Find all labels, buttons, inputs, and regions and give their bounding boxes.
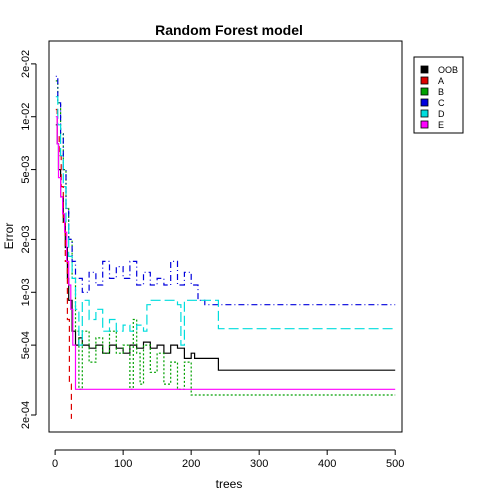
series-line-oob xyxy=(55,124,396,371)
y-tick-label: 1e-03 xyxy=(20,278,32,306)
y-tick-label: 2e-02 xyxy=(20,50,32,78)
y-axis-label: Error xyxy=(2,223,16,250)
legend-label-c: C xyxy=(438,98,445,108)
x-tick-label: 200 xyxy=(182,458,200,470)
series-line-c xyxy=(55,75,396,306)
chart-title: Random Forest model xyxy=(155,22,303,38)
y-tick-label: 5e-03 xyxy=(20,156,32,184)
legend-label-oob: OOB xyxy=(438,65,458,75)
legend-label-d: D xyxy=(438,109,445,119)
y-axis: 2e-04 5e-04 1e-03 2e-03 5e-03 1e-02 2e-02 xyxy=(20,50,37,429)
legend-swatch-oob xyxy=(420,65,429,74)
series-line-e xyxy=(55,116,396,390)
y-tick-label: 1e-02 xyxy=(20,103,32,131)
x-tick-label: 100 xyxy=(114,458,132,470)
series-layer xyxy=(55,75,396,419)
legend-swatch-d xyxy=(420,109,429,118)
x-tick-label: 500 xyxy=(386,458,404,470)
x-axis: 0 100 200 300 400 500 xyxy=(52,449,404,470)
series-line-a xyxy=(55,108,72,419)
series-line-d xyxy=(55,96,396,346)
y-tick-label: 2e-03 xyxy=(20,225,32,253)
legend-label-e: E xyxy=(438,120,444,130)
legend-swatch-b xyxy=(420,87,429,96)
y-tick-label: 5e-04 xyxy=(20,331,32,359)
legend-label-a: A xyxy=(438,76,444,86)
x-tick-label: 300 xyxy=(250,458,268,470)
legend-swatch-c xyxy=(420,98,429,107)
x-tick-label: 400 xyxy=(318,458,336,470)
x-axis-label: trees xyxy=(216,477,243,491)
legend-swatch-e xyxy=(420,120,429,129)
plot-frame xyxy=(48,40,403,433)
x-tick-label: 0 xyxy=(52,458,58,470)
legend-swatch-a xyxy=(420,76,429,85)
y-tick-label: 2e-04 xyxy=(20,401,32,429)
legend-label-b: B xyxy=(438,87,444,97)
series-line-b xyxy=(55,80,396,396)
